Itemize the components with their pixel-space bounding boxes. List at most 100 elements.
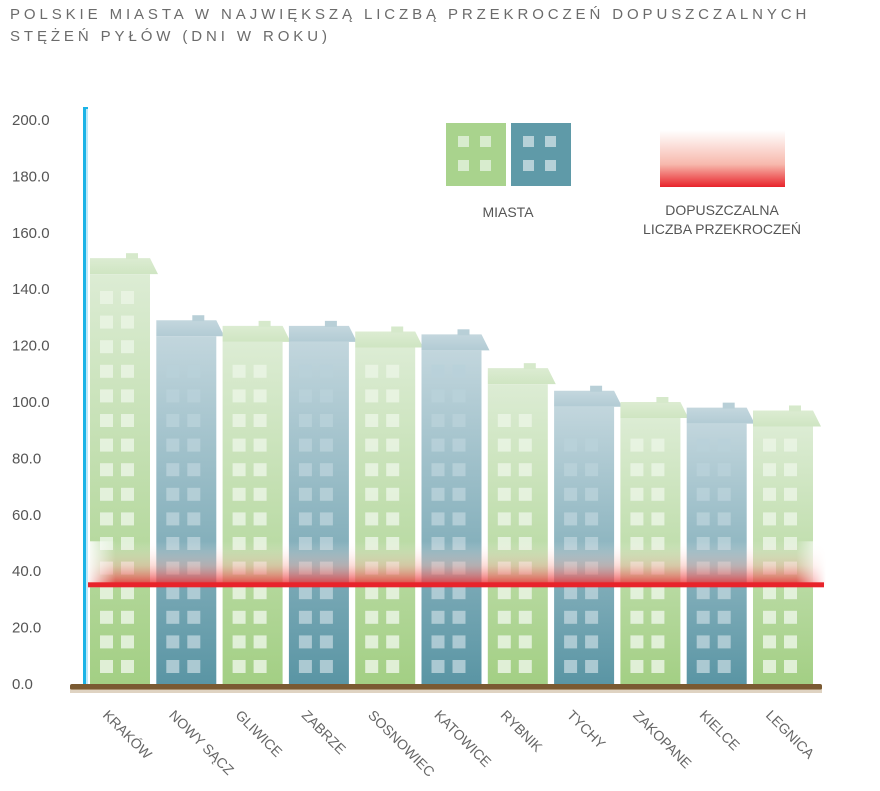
bar-window: [518, 586, 532, 600]
bar-window: [100, 315, 113, 329]
bar-window: [717, 660, 731, 673]
bar-window: [431, 512, 445, 526]
bar-window: [187, 512, 201, 526]
bar-window: [452, 635, 466, 649]
bar-window: [651, 438, 665, 452]
bar-roof: [156, 320, 225, 337]
bar-window: [518, 512, 532, 526]
bar-window: [763, 586, 776, 600]
bar-window: [784, 635, 797, 649]
bar-window: [298, 463, 312, 477]
bar-window: [187, 389, 201, 403]
bar-window: [232, 414, 246, 427]
bar-window: [386, 364, 400, 378]
bar-window: [518, 414, 532, 427]
bar-roof: [554, 390, 623, 407]
bar-window: [100, 291, 113, 304]
bar-window: [232, 512, 246, 526]
bar-window: [564, 660, 578, 673]
bar-window: [763, 463, 776, 477]
bar-window: [187, 463, 201, 477]
x-axis-ground-shadow: [70, 689, 822, 693]
bar-window: [365, 487, 379, 501]
x-tick-label: LEGNICA: [763, 707, 818, 762]
bar-window: [232, 389, 246, 403]
bar-window: [232, 660, 246, 673]
y-tick-label: 160.0: [12, 225, 50, 242]
bar-window: [431, 487, 445, 501]
bar-window: [187, 586, 201, 600]
bar-window: [452, 414, 466, 427]
bar-window: [452, 463, 466, 477]
bar-window: [630, 586, 644, 600]
bar-window: [253, 512, 267, 526]
bar-roof: [753, 410, 821, 427]
bar-window: [232, 463, 246, 477]
bar-window: [386, 463, 400, 477]
reference-glow-fade: [86, 541, 826, 588]
bar-kraków: [90, 253, 158, 684]
bar-window: [784, 660, 797, 673]
bar-window: [630, 487, 644, 501]
y-tick-label: 120.0: [12, 338, 50, 355]
bar-window: [187, 610, 201, 624]
bar-window: [100, 635, 113, 649]
bar-chimney: [258, 320, 271, 327]
bar-window: [784, 512, 797, 526]
bar-window: [121, 463, 134, 477]
bar-katowice: [421, 329, 490, 684]
chart-title-line-2: STĘŻEŃ PYŁÓW (DNI W ROKU): [10, 28, 331, 45]
bar-window: [166, 414, 180, 427]
bar-window: [696, 635, 710, 649]
bar-window: [651, 610, 665, 624]
bar-window: [187, 635, 201, 649]
bar-window: [651, 487, 665, 501]
bar-window: [497, 586, 511, 600]
bar-window: [763, 512, 776, 526]
bar-window: [784, 586, 797, 600]
bar-chimney: [192, 315, 205, 322]
bar-window: [651, 635, 665, 649]
bar-window: [431, 660, 445, 673]
bar-window: [166, 660, 180, 673]
bar-window: [431, 438, 445, 452]
bar-window: [100, 512, 113, 526]
bar-window: [121, 414, 134, 427]
bar-window: [431, 364, 445, 378]
bar-window: [121, 660, 134, 673]
bar-window: [585, 463, 599, 477]
bar-window: [386, 586, 400, 600]
bar-window: [651, 463, 665, 477]
legend-limit-label-line-1: DOPUSZCZALNA: [665, 202, 779, 218]
bar-window: [386, 414, 400, 427]
legend-cities-label: MIASTA: [482, 204, 534, 220]
bar-window: [630, 635, 644, 649]
bar-window: [319, 586, 333, 600]
y-tick-label: 200.0: [12, 112, 50, 129]
bar-roof: [222, 325, 291, 342]
bar-window: [253, 389, 267, 403]
bar-chimney: [126, 253, 138, 260]
x-tick-label: KATOWICE: [431, 707, 494, 770]
bar-window: [298, 660, 312, 673]
bar-window: [298, 389, 312, 403]
legend: MIASTA DOPUSZCZALNA LICZBA PRZEKROCZEŃ: [446, 123, 801, 237]
bar-window: [187, 487, 201, 501]
bar-window: [386, 389, 400, 403]
bar-window: [497, 610, 511, 624]
x-tick-label: TYCHY: [564, 707, 609, 752]
bar-window: [585, 610, 599, 624]
bar-window: [253, 463, 267, 477]
bar-window: [365, 463, 379, 477]
y-tick-label: 80.0: [12, 450, 41, 467]
bar-window: [100, 660, 113, 673]
bar-window: [100, 340, 113, 354]
y-axis-ticks: 0.0 20.0 40.0 60.0 80.0 100.0 120.0 140.0 160.0 1…: [12, 112, 50, 693]
axes: [70, 107, 822, 693]
bar-window: [100, 364, 113, 378]
bar-roof: [487, 368, 556, 385]
bar-chimney: [523, 363, 536, 370]
bar-window: [696, 463, 710, 477]
bar-window: [166, 635, 180, 649]
